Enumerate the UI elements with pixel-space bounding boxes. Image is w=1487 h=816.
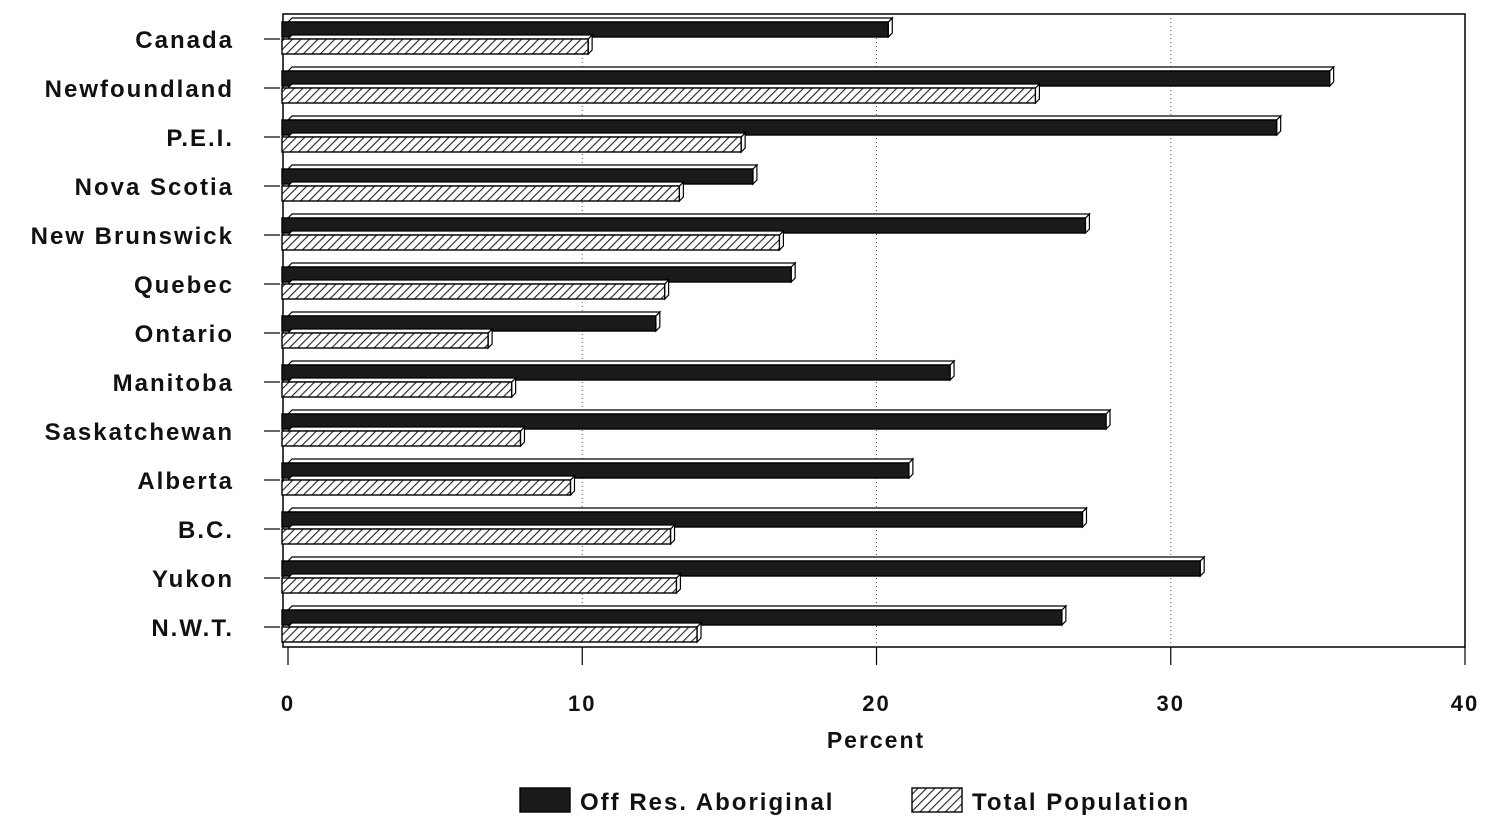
category-label: Yukon <box>152 566 234 593</box>
bar <box>281 430 522 447</box>
legend-label: Off Res. Aboriginal <box>580 789 834 816</box>
bar <box>281 38 589 55</box>
bar <box>281 364 951 381</box>
bar-series <box>281 16 1336 644</box>
x-axis-title: Percent <box>827 727 925 753</box>
bar <box>281 283 666 300</box>
bar <box>281 119 1278 136</box>
category-label: Ontario <box>135 321 234 348</box>
legend-label: Total Population <box>972 789 1190 816</box>
category-label: P.E.I. <box>166 125 234 152</box>
category-label: Saskatchewan <box>45 419 234 446</box>
x-tick-label: 10 <box>568 691 596 716</box>
legend-swatch <box>519 787 571 813</box>
bar <box>281 577 678 594</box>
category-label: Nova Scotia <box>75 174 234 201</box>
grid-lines <box>581 14 1172 647</box>
x-tick-label: 20 <box>862 691 890 716</box>
category-label: B.C. <box>178 517 234 544</box>
category-label: N.W.T. <box>151 615 234 642</box>
x-tick-label: 0 <box>281 691 295 716</box>
bar <box>281 462 910 479</box>
bar <box>281 87 1037 104</box>
bar <box>281 234 781 251</box>
category-label: Manitoba <box>113 370 234 397</box>
bar <box>281 332 489 349</box>
x-tick-label: 30 <box>1157 691 1185 716</box>
bar <box>281 136 742 153</box>
bar <box>281 528 672 545</box>
bar <box>281 560 1201 577</box>
bar <box>281 626 698 643</box>
category-label: Quebec <box>134 272 234 299</box>
category-labels: Canada Newfoundland P.E.I. Nova Scotia New B… <box>31 27 280 642</box>
x-axis: 0 10 20 30 40 <box>281 647 1479 716</box>
bar <box>281 511 1084 528</box>
legend-swatch <box>911 787 963 813</box>
legend: Off Res. Aboriginal Total Population <box>519 787 1190 816</box>
category-label: Alberta <box>137 468 234 495</box>
category-label: Newfoundland <box>45 76 234 103</box>
x-tick-label: 40 <box>1451 691 1479 716</box>
category-label: Canada <box>135 27 234 54</box>
category-label: New Brunswick <box>31 223 234 250</box>
bar <box>281 381 513 398</box>
bar <box>281 479 572 496</box>
bar <box>281 413 1107 430</box>
bar <box>281 185 681 202</box>
